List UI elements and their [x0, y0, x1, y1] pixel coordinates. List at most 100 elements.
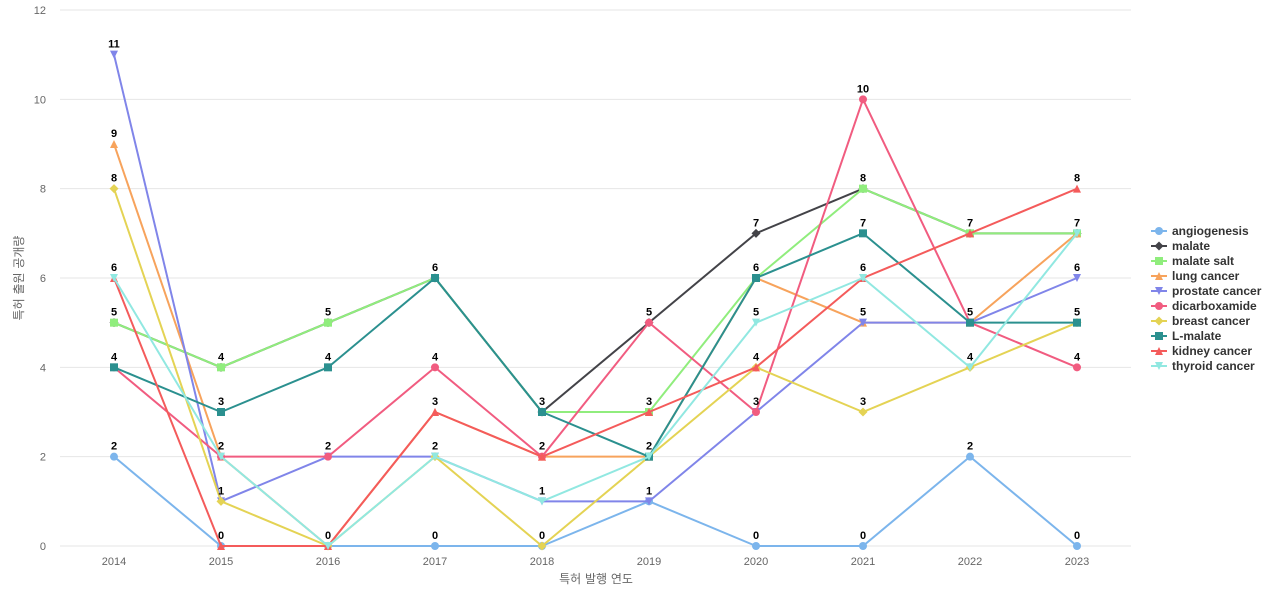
y-tick-label: 4	[40, 362, 46, 374]
data-point-malate-salt	[110, 318, 118, 327]
legend-item-prostate-cancer[interactable]: prostate cancer	[1151, 284, 1262, 298]
data-point-angiogenesis	[966, 452, 974, 461]
legend-symbol	[1154, 241, 1164, 251]
series-thyroid-cancer	[110, 229, 1081, 550]
data-label: 11	[108, 39, 120, 51]
data-point-thyroid-cancer	[859, 274, 867, 282]
data-point-l-malate	[966, 318, 974, 327]
x-tick-label: 2015	[209, 556, 233, 568]
y-tick-label: 0	[40, 541, 46, 553]
data-label: 7	[967, 217, 973, 229]
data-point-breast-cancer	[858, 407, 868, 417]
legend-item-lung-cancer[interactable]: lung cancer	[1151, 269, 1240, 283]
data-point-kidney-cancer	[752, 363, 760, 372]
x-tick-label: 2014	[102, 556, 126, 568]
legend-symbol	[1155, 347, 1163, 355]
data-label: 5	[967, 307, 973, 319]
series-line-kidney-cancer	[113, 187, 1078, 547]
series-line-l-malate	[113, 232, 1077, 458]
data-point-breast-cancer	[216, 496, 226, 506]
x-tick-label: 2019	[637, 556, 661, 568]
data-label: 10	[857, 83, 869, 95]
legend-item-l-malate[interactable]: L-malate	[1151, 329, 1222, 343]
data-label: 0	[539, 530, 545, 542]
legend-symbol	[1155, 332, 1163, 340]
data-label: 0	[1074, 530, 1080, 542]
data-point-l-malate	[752, 274, 760, 282]
data-label: 4	[1074, 351, 1081, 363]
data-point-l-malate	[859, 229, 867, 238]
data-point-kidney-cancer	[217, 542, 225, 550]
series-line-malate-salt	[113, 187, 1077, 413]
data-label: 3	[432, 396, 438, 408]
data-point-l-malate	[324, 363, 332, 372]
data-label: 4	[218, 351, 225, 363]
data-label: 5	[111, 307, 117, 319]
data-point-thyroid-cancer	[431, 452, 439, 461]
legend-item-kidney-cancer[interactable]: kidney cancer	[1151, 344, 1252, 358]
legend-item-malate[interactable]: malate	[1151, 239, 1210, 253]
data-point-angiogenesis	[110, 452, 118, 461]
data-point-thyroid-cancer	[324, 542, 332, 550]
legend-symbol	[1155, 362, 1163, 370]
data-point-dicarboxamide	[431, 363, 439, 372]
data-point-angiogenesis	[859, 542, 867, 550]
data-label: 4	[111, 351, 118, 363]
legend-symbol	[1155, 227, 1163, 235]
data-label: 0	[218, 530, 224, 542]
data-point-thyroid-cancer	[966, 363, 974, 372]
data-point-dicarboxamide	[645, 318, 653, 327]
data-label: 0	[753, 530, 759, 542]
data-label: 6	[1074, 262, 1080, 274]
data-point-l-malate	[1073, 318, 1081, 327]
data-label: 4	[753, 351, 760, 363]
data-point-breast-cancer	[109, 184, 119, 194]
legend-item-breast-cancer[interactable]: breast cancer	[1151, 314, 1250, 328]
data-point-prostate-cancer	[1073, 274, 1081, 282]
data-point-thyroid-cancer	[1073, 229, 1081, 238]
data-label: 5	[646, 307, 652, 319]
series-lines	[109, 50, 1082, 551]
legend-symbol	[1155, 287, 1163, 295]
legend-item-malate-salt[interactable]: malate salt	[1151, 254, 1234, 268]
data-label: 2	[111, 441, 117, 453]
data-point-l-malate	[431, 274, 439, 282]
data-label: 2	[967, 441, 973, 453]
data-point-dicarboxamide	[752, 408, 760, 416]
data-point-angiogenesis	[1073, 542, 1081, 550]
x-axis-ticks: 2014 2015 2016 2017 2018 2019 2020 2021 2022 2023	[102, 556, 1089, 568]
legend-label: malate	[1172, 239, 1210, 253]
legend-item-thyroid-cancer[interactable]: thyroid cancer	[1151, 359, 1255, 373]
legend-symbol	[1155, 302, 1163, 310]
data-point-kidney-cancer	[431, 408, 439, 416]
legend-item-dicarboxamide[interactable]: dicarboxamide	[1151, 299, 1257, 313]
data-point-dicarboxamide	[1073, 363, 1081, 372]
data-point-kidney-cancer	[966, 229, 974, 238]
x-tick-label: 2018	[530, 556, 554, 568]
data-point-dicarboxamide	[324, 452, 332, 461]
data-label: 7	[860, 217, 866, 229]
legend-symbol	[1155, 257, 1163, 265]
legend-symbol	[1155, 272, 1163, 280]
data-point-thyroid-cancer	[752, 318, 760, 327]
legend-item-angiogenesis[interactable]: angiogenesis	[1151, 224, 1249, 238]
legend-label: breast cancer	[1172, 314, 1250, 328]
data-label: 3	[646, 396, 652, 408]
data-label: 7	[753, 217, 759, 229]
y-axis-ticks: 0 2 4 6 8 10 12	[34, 5, 46, 553]
data-point-malate	[751, 228, 761, 238]
data-label: 5	[860, 307, 866, 319]
data-point-l-malate	[538, 408, 546, 416]
data-point-dicarboxamide	[859, 95, 867, 104]
data-label: 7	[1074, 217, 1080, 229]
legend-label: prostate cancer	[1172, 284, 1262, 298]
data-point-lung-cancer	[110, 140, 118, 148]
data-labels: 1198654243210542064320321053217654301087…	[108, 39, 1081, 542]
data-label: 6	[860, 262, 866, 274]
data-label: 2	[432, 441, 438, 453]
data-label: 6	[432, 262, 438, 274]
data-point-breast-cancer	[537, 541, 547, 551]
data-point-angiogenesis	[752, 542, 760, 550]
data-label: 3	[539, 396, 545, 408]
